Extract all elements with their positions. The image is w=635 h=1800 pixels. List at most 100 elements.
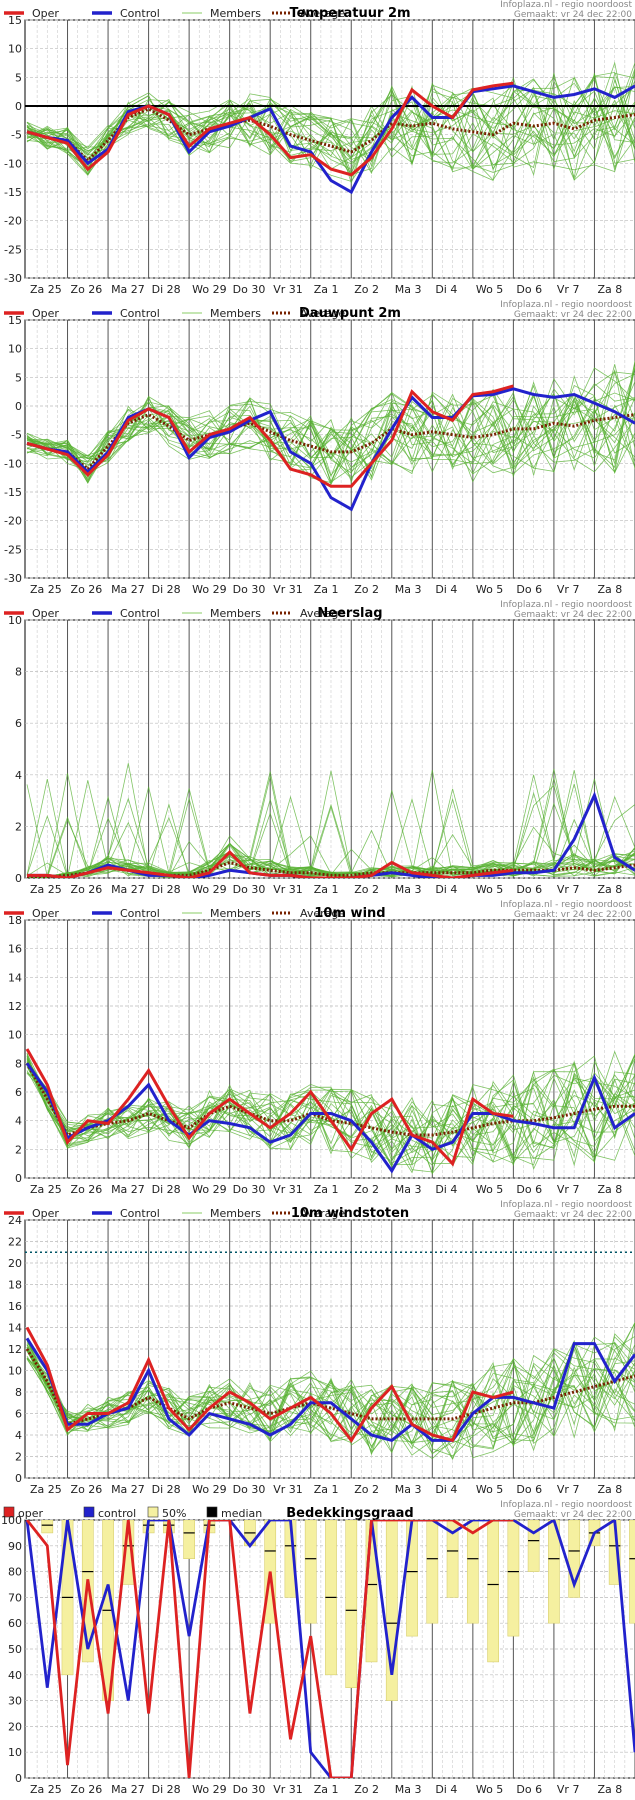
series-average-line bbox=[27, 860, 635, 878]
credit-source: Infoplaza.nl - regio noordoost bbox=[500, 900, 632, 910]
series-control-line bbox=[25, 1520, 635, 1778]
band-bar bbox=[608, 1520, 621, 1585]
y-tick-label: 5 bbox=[15, 371, 22, 384]
x-tick-label: Do 6 bbox=[516, 883, 542, 896]
legend-label-average: Average bbox=[300, 307, 345, 320]
credit-made: Gemaakt: vr 24 dec 22:00 bbox=[514, 10, 632, 20]
legend-label-oper: Oper bbox=[32, 7, 59, 20]
x-tick-label: Di 28 bbox=[152, 283, 181, 296]
legend: Oper Control Members Average bbox=[4, 7, 345, 20]
y-tick-label: -5 bbox=[11, 129, 22, 142]
y-tick-label: 10 bbox=[8, 614, 22, 627]
y-tick-label: 60 bbox=[8, 1617, 22, 1630]
band-bar bbox=[183, 1520, 195, 1560]
legend-item-oper: oper bbox=[3, 1506, 43, 1520]
band-bar bbox=[487, 1520, 499, 1663]
x-tick-label: Ma 27 bbox=[111, 283, 145, 296]
x-tick-label: Do 30 bbox=[233, 1483, 266, 1496]
band-bar bbox=[527, 1520, 540, 1572]
y-tick-label: 18 bbox=[8, 914, 22, 927]
member-line bbox=[26, 1054, 635, 1175]
plot-area bbox=[24, 319, 635, 579]
series-oper-line bbox=[25, 1520, 514, 1778]
legend-label-average: Average bbox=[300, 607, 345, 620]
y-tick-label: 24 bbox=[8, 1214, 22, 1227]
member-line bbox=[26, 763, 635, 878]
x-tick-label: Vr 7 bbox=[557, 1483, 580, 1496]
x-axis: Za 25 Zo 26 Ma 27 Di 28 Wo 29 Do 30 Vr 31 Za 1 Z… bbox=[30, 1220, 635, 1496]
legend-label-band: 50% bbox=[162, 1507, 186, 1520]
band-bar bbox=[345, 1520, 358, 1688]
credit-made: Gemaakt: vr 24 dec 22:00 bbox=[514, 910, 632, 920]
x-tick-label: Ma 27 bbox=[111, 583, 145, 596]
y-tick-label: -15 bbox=[4, 186, 22, 199]
x-tick-label: Do 30 bbox=[233, 883, 266, 896]
x-tick-label: Vr 31 bbox=[273, 1483, 303, 1496]
series-control-line bbox=[25, 1062, 635, 1174]
x-tick-label: Zo 26 bbox=[71, 283, 103, 296]
y-tick-label: 10 bbox=[8, 1029, 22, 1042]
y-axis: 15 10 5 0 -5 -10 -15 -20 -25 -30 bbox=[4, 314, 635, 585]
y-tick-label: 4 bbox=[15, 769, 22, 782]
x-tick-label: Di 28 bbox=[152, 1183, 181, 1196]
legend-label-control: Control bbox=[120, 907, 160, 920]
y-tick-label: 4 bbox=[15, 1429, 22, 1442]
x-tick-label: Za 25 bbox=[30, 1183, 62, 1196]
y-tick-label: 14 bbox=[8, 971, 22, 984]
plot-marks bbox=[26, 360, 635, 512]
y-tick-label: 12 bbox=[8, 1343, 22, 1356]
band-bar bbox=[548, 1520, 560, 1624]
x-tick-label: Zo 2 bbox=[354, 883, 379, 896]
band-bar bbox=[122, 1520, 135, 1585]
member-line bbox=[26, 367, 635, 483]
legend-label-members: Members bbox=[210, 1207, 261, 1220]
y-tick-label: 80 bbox=[8, 1566, 22, 1579]
y-tick-label: 12 bbox=[8, 1000, 22, 1013]
member-line bbox=[26, 1344, 635, 1446]
series-control-line bbox=[25, 1337, 635, 1443]
legend: oper control 50% median bbox=[3, 1506, 262, 1520]
member-line bbox=[26, 78, 635, 175]
plot-marks bbox=[25, 1048, 635, 1176]
member-line bbox=[26, 1336, 635, 1456]
x-tick-label: Do 30 bbox=[233, 283, 266, 296]
y-tick-label: 6 bbox=[15, 717, 22, 730]
plot-area bbox=[24, 919, 635, 1179]
legend: Oper Control Members Average bbox=[4, 307, 345, 320]
x-tick-label: Zo 2 bbox=[354, 1183, 379, 1196]
member-line bbox=[26, 366, 635, 481]
member-line bbox=[26, 1050, 635, 1164]
member-line bbox=[26, 368, 635, 484]
member-line bbox=[26, 395, 635, 469]
x-tick-label: Di 28 bbox=[152, 1483, 181, 1496]
y-tick-label: 18 bbox=[8, 1279, 22, 1292]
chart-panel-5: oper control 50% median Bedekkingsgraad Infop… bbox=[1, 1500, 635, 1796]
legend-label-oper: Oper bbox=[32, 607, 59, 620]
member-line bbox=[26, 61, 635, 171]
member-line bbox=[26, 1349, 635, 1452]
legend-item-members: Members bbox=[182, 907, 261, 920]
y-tick-label: 6 bbox=[15, 1086, 22, 1099]
legend-label-control: Control bbox=[120, 1207, 160, 1220]
member-line bbox=[26, 1346, 635, 1454]
x-tick-label: Za 25 bbox=[30, 283, 62, 296]
y-tick-label: -15 bbox=[4, 486, 22, 499]
credit-source: Infoplaza.nl - regio noordoost bbox=[500, 1200, 632, 1210]
x-tick-label: Vr 31 bbox=[273, 283, 303, 296]
x-tick-label: Zo 26 bbox=[71, 1783, 103, 1796]
x-tick-label: Vr 31 bbox=[273, 1183, 303, 1196]
x-tick-label: Vr 7 bbox=[557, 1183, 580, 1196]
legend: Oper Control Members Average bbox=[4, 607, 345, 620]
x-tick-label: Ma 27 bbox=[111, 883, 145, 896]
x-tick-label: Ma 3 bbox=[395, 1783, 422, 1796]
y-tick-label: -10 bbox=[4, 157, 22, 170]
legend-swatch-control bbox=[83, 1506, 95, 1518]
series-oper-line bbox=[26, 81, 514, 177]
legend-item-median: median bbox=[206, 1506, 262, 1520]
band-bar bbox=[385, 1520, 398, 1701]
y-tick-label: -30 bbox=[4, 272, 22, 285]
x-tick-label: Do 6 bbox=[516, 1483, 542, 1496]
x-tick-label: Vr 31 bbox=[273, 583, 303, 596]
x-tick-label: Ma 27 bbox=[111, 1183, 145, 1196]
